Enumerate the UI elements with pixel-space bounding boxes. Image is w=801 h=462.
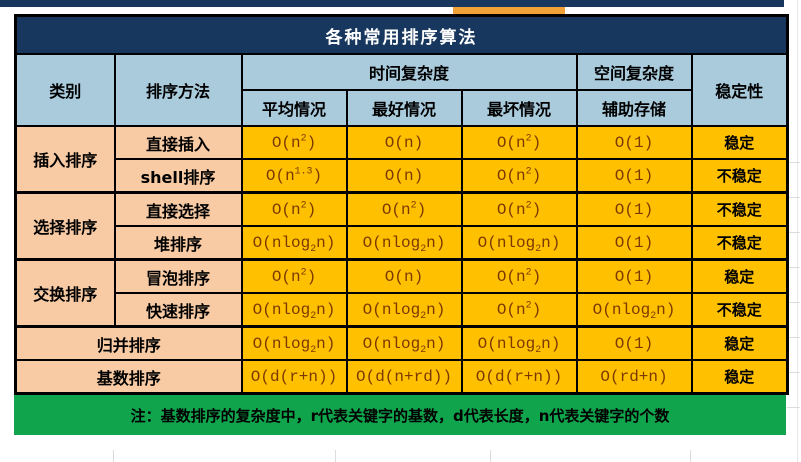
method-cell: shell排序 (113, 158, 243, 194)
header-worst-case: 最坏情况 (460, 89, 578, 127)
stability-cell: 稳定 (690, 125, 789, 160)
spreadsheet-gridline (335, 450, 336, 462)
orange-cell-fragment (453, 7, 565, 14)
avg-complexity-cell: O(n1.3) (240, 158, 348, 194)
aux-storage-cell: O(1) (575, 158, 693, 194)
best-complexity-cell: O(n) (345, 125, 463, 160)
header-category: 类别 (14, 53, 116, 127)
table-row: 快速排序 O(nlog2n) O(nlog2n) O(n2) O(nlog2n)… (16, 292, 789, 328)
spreadsheet-gridline-ticks (787, 128, 800, 411)
header-method: 排序方法 (113, 53, 243, 127)
stability-cell: 不稳定 (690, 158, 789, 194)
aux-storage-cell: O(1) (575, 258, 693, 294)
spreadsheet-gridline (490, 450, 491, 462)
method-cell: 堆排序 (113, 225, 243, 261)
stability-cell: 不稳定 (690, 292, 789, 328)
aux-storage-cell: O(nlog2n) (575, 292, 693, 328)
header-time-complexity: 时间复杂度 (240, 53, 578, 91)
best-complexity-cell: O(n2) (345, 191, 463, 227)
header-average-case: 平均情况 (240, 89, 348, 127)
table-row: 基数排序 O(d(r+n)) O(d(n+rd)) O(d(r+n)) O(rd… (14, 359, 789, 395)
stability-cell: 不稳定 (690, 191, 789, 227)
worst-complexity-cell: O(n2) (460, 258, 578, 294)
category-cell: 插入排序 (14, 125, 116, 194)
avg-complexity-cell: O(n2) (240, 125, 348, 160)
header-aux-storage: 辅助存储 (575, 89, 693, 127)
stability-cell: 稳定 (690, 325, 789, 361)
note-bar: 注：基数排序的复杂度中，r代表关键字的基数，d代表长度，n代表关键字的个数 (14, 395, 786, 435)
header-best-case: 最好情况 (345, 89, 463, 127)
avg-complexity-cell: O(nlog2n) (240, 292, 348, 328)
category-cell: 选择排序 (14, 191, 116, 261)
stability-cell: 稳定 (690, 359, 789, 395)
method-cell: 直接选择 (113, 191, 243, 227)
worst-complexity-cell: O(nlog2n) (460, 325, 578, 361)
category-cell: 交换排序 (14, 258, 116, 328)
table-row: shell排序 O(n1.3) O(n) O(n2) O(1) 不稳定 (16, 158, 789, 194)
aux-storage-cell: O(1) (575, 325, 693, 361)
worst-complexity-cell: O(d(r+n)) (460, 359, 578, 395)
table-row: 堆排序 O(nlog2n) O(nlog2n) O(nlog2n) O(1) 不… (16, 225, 789, 261)
table-row: 插入排序 直接插入 O(n2) O(n) O(n2) O(1) 稳定 (14, 125, 789, 194)
worst-complexity-cell: O(n2) (460, 125, 578, 160)
complexity-table: 各种常用排序算法 类别 排序方法 时间复杂度 空间复杂度 稳定性 平均情况 最好… (14, 14, 790, 395)
worst-complexity-cell: O(n2) (460, 292, 578, 328)
worst-complexity-cell: O(nlog2n) (460, 225, 578, 261)
aux-storage-cell: O(1) (575, 191, 693, 227)
worst-complexity-cell: O(n2) (460, 191, 578, 227)
worst-complexity-cell: O(n2) (460, 158, 578, 194)
merged-category-cell: 归并排序 (14, 325, 243, 361)
avg-complexity-cell: O(nlog2n) (240, 225, 348, 261)
aux-storage-cell: O(1) (575, 225, 693, 261)
table-title: 各种常用排序算法 (14, 14, 789, 55)
method-cell: 快速排序 (113, 292, 243, 328)
header-space-complexity: 空间复杂度 (575, 53, 693, 91)
spreadsheet-row-fragment (0, 0, 784, 7)
spreadsheet-gridline (690, 450, 691, 462)
spreadsheet-gridline (113, 450, 114, 462)
method-cell: 直接插入 (113, 125, 243, 160)
aux-storage-cell: O(1) (575, 125, 693, 160)
note-text: 注：基数排序的复杂度中，r代表关键字的基数，d代表长度，n代表关键字的个数 (130, 406, 670, 425)
avg-complexity-cell: O(nlog2n) (240, 325, 348, 361)
stability-cell: 稳定 (690, 258, 789, 294)
best-complexity-cell: O(n) (345, 158, 463, 194)
best-complexity-cell: O(nlog2n) (345, 225, 463, 261)
header-stability: 稳定性 (690, 53, 789, 127)
best-complexity-cell: O(d(n+rd)) (345, 359, 463, 395)
method-cell: 冒泡排序 (113, 258, 243, 294)
avg-complexity-cell: O(n2) (240, 258, 348, 294)
table-row: 归并排序 O(nlog2n) O(nlog2n) O(nlog2n) O(1) … (14, 325, 789, 361)
stability-cell: 不稳定 (690, 225, 789, 261)
best-complexity-cell: O(nlog2n) (345, 292, 463, 328)
aux-storage-cell: O(rd+n) (575, 359, 693, 395)
best-complexity-cell: O(n) (345, 258, 463, 294)
best-complexity-cell: O(nlog2n) (345, 325, 463, 361)
table-row: 选择排序 直接选择 O(n2) O(n2) O(n2) O(1) 不稳定 (14, 191, 789, 261)
merged-category-cell: 基数排序 (14, 359, 243, 395)
avg-complexity-cell: O(n2) (240, 191, 348, 227)
table-row: 交换排序 冒泡排序 O(n2) O(n) O(n2) O(1) 稳定 (14, 258, 789, 328)
avg-complexity-cell: O(d(r+n)) (240, 359, 348, 395)
sorting-algorithms-table: 各种常用排序算法 类别 排序方法 时间复杂度 空间复杂度 稳定性 平均情况 最好… (14, 14, 790, 435)
